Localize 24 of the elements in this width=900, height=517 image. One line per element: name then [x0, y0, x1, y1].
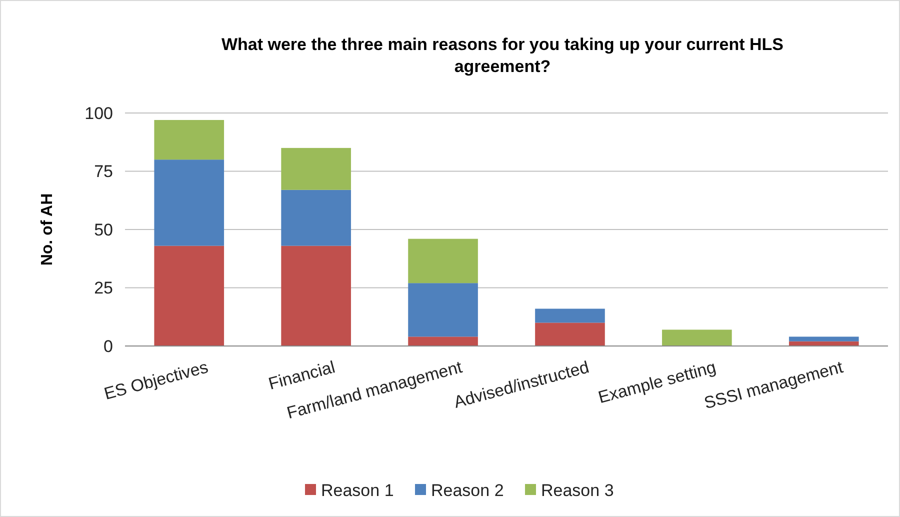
bar [788, 336, 859, 342]
y-tick-label: 0 [104, 336, 113, 356]
bar [154, 246, 224, 346]
chart-title: What were the three main reasons for you taking up your current HLS agreement? [221, 35, 784, 76]
y-axis-title: No. of AH [39, 193, 56, 266]
bar [408, 238, 478, 284]
bar [281, 148, 351, 190]
bar [662, 330, 732, 346]
x-tick-label: ES Objectives [102, 358, 210, 404]
legend-label: Reason 2 [431, 480, 504, 500]
bar [281, 190, 351, 246]
legend-label: Reason 1 [321, 480, 394, 500]
y-tick-label: 25 [94, 278, 113, 298]
bar [281, 246, 351, 346]
legend-label: Reason 3 [541, 480, 614, 500]
y-tick-label: 75 [94, 162, 113, 182]
y-tick-label: 100 [84, 104, 113, 123]
bar [535, 308, 605, 323]
bar [154, 160, 224, 246]
bar [535, 322, 605, 346]
bar [408, 336, 478, 346]
bar [154, 120, 224, 160]
y-tick-label: 50 [94, 220, 113, 240]
bar [408, 283, 478, 337]
